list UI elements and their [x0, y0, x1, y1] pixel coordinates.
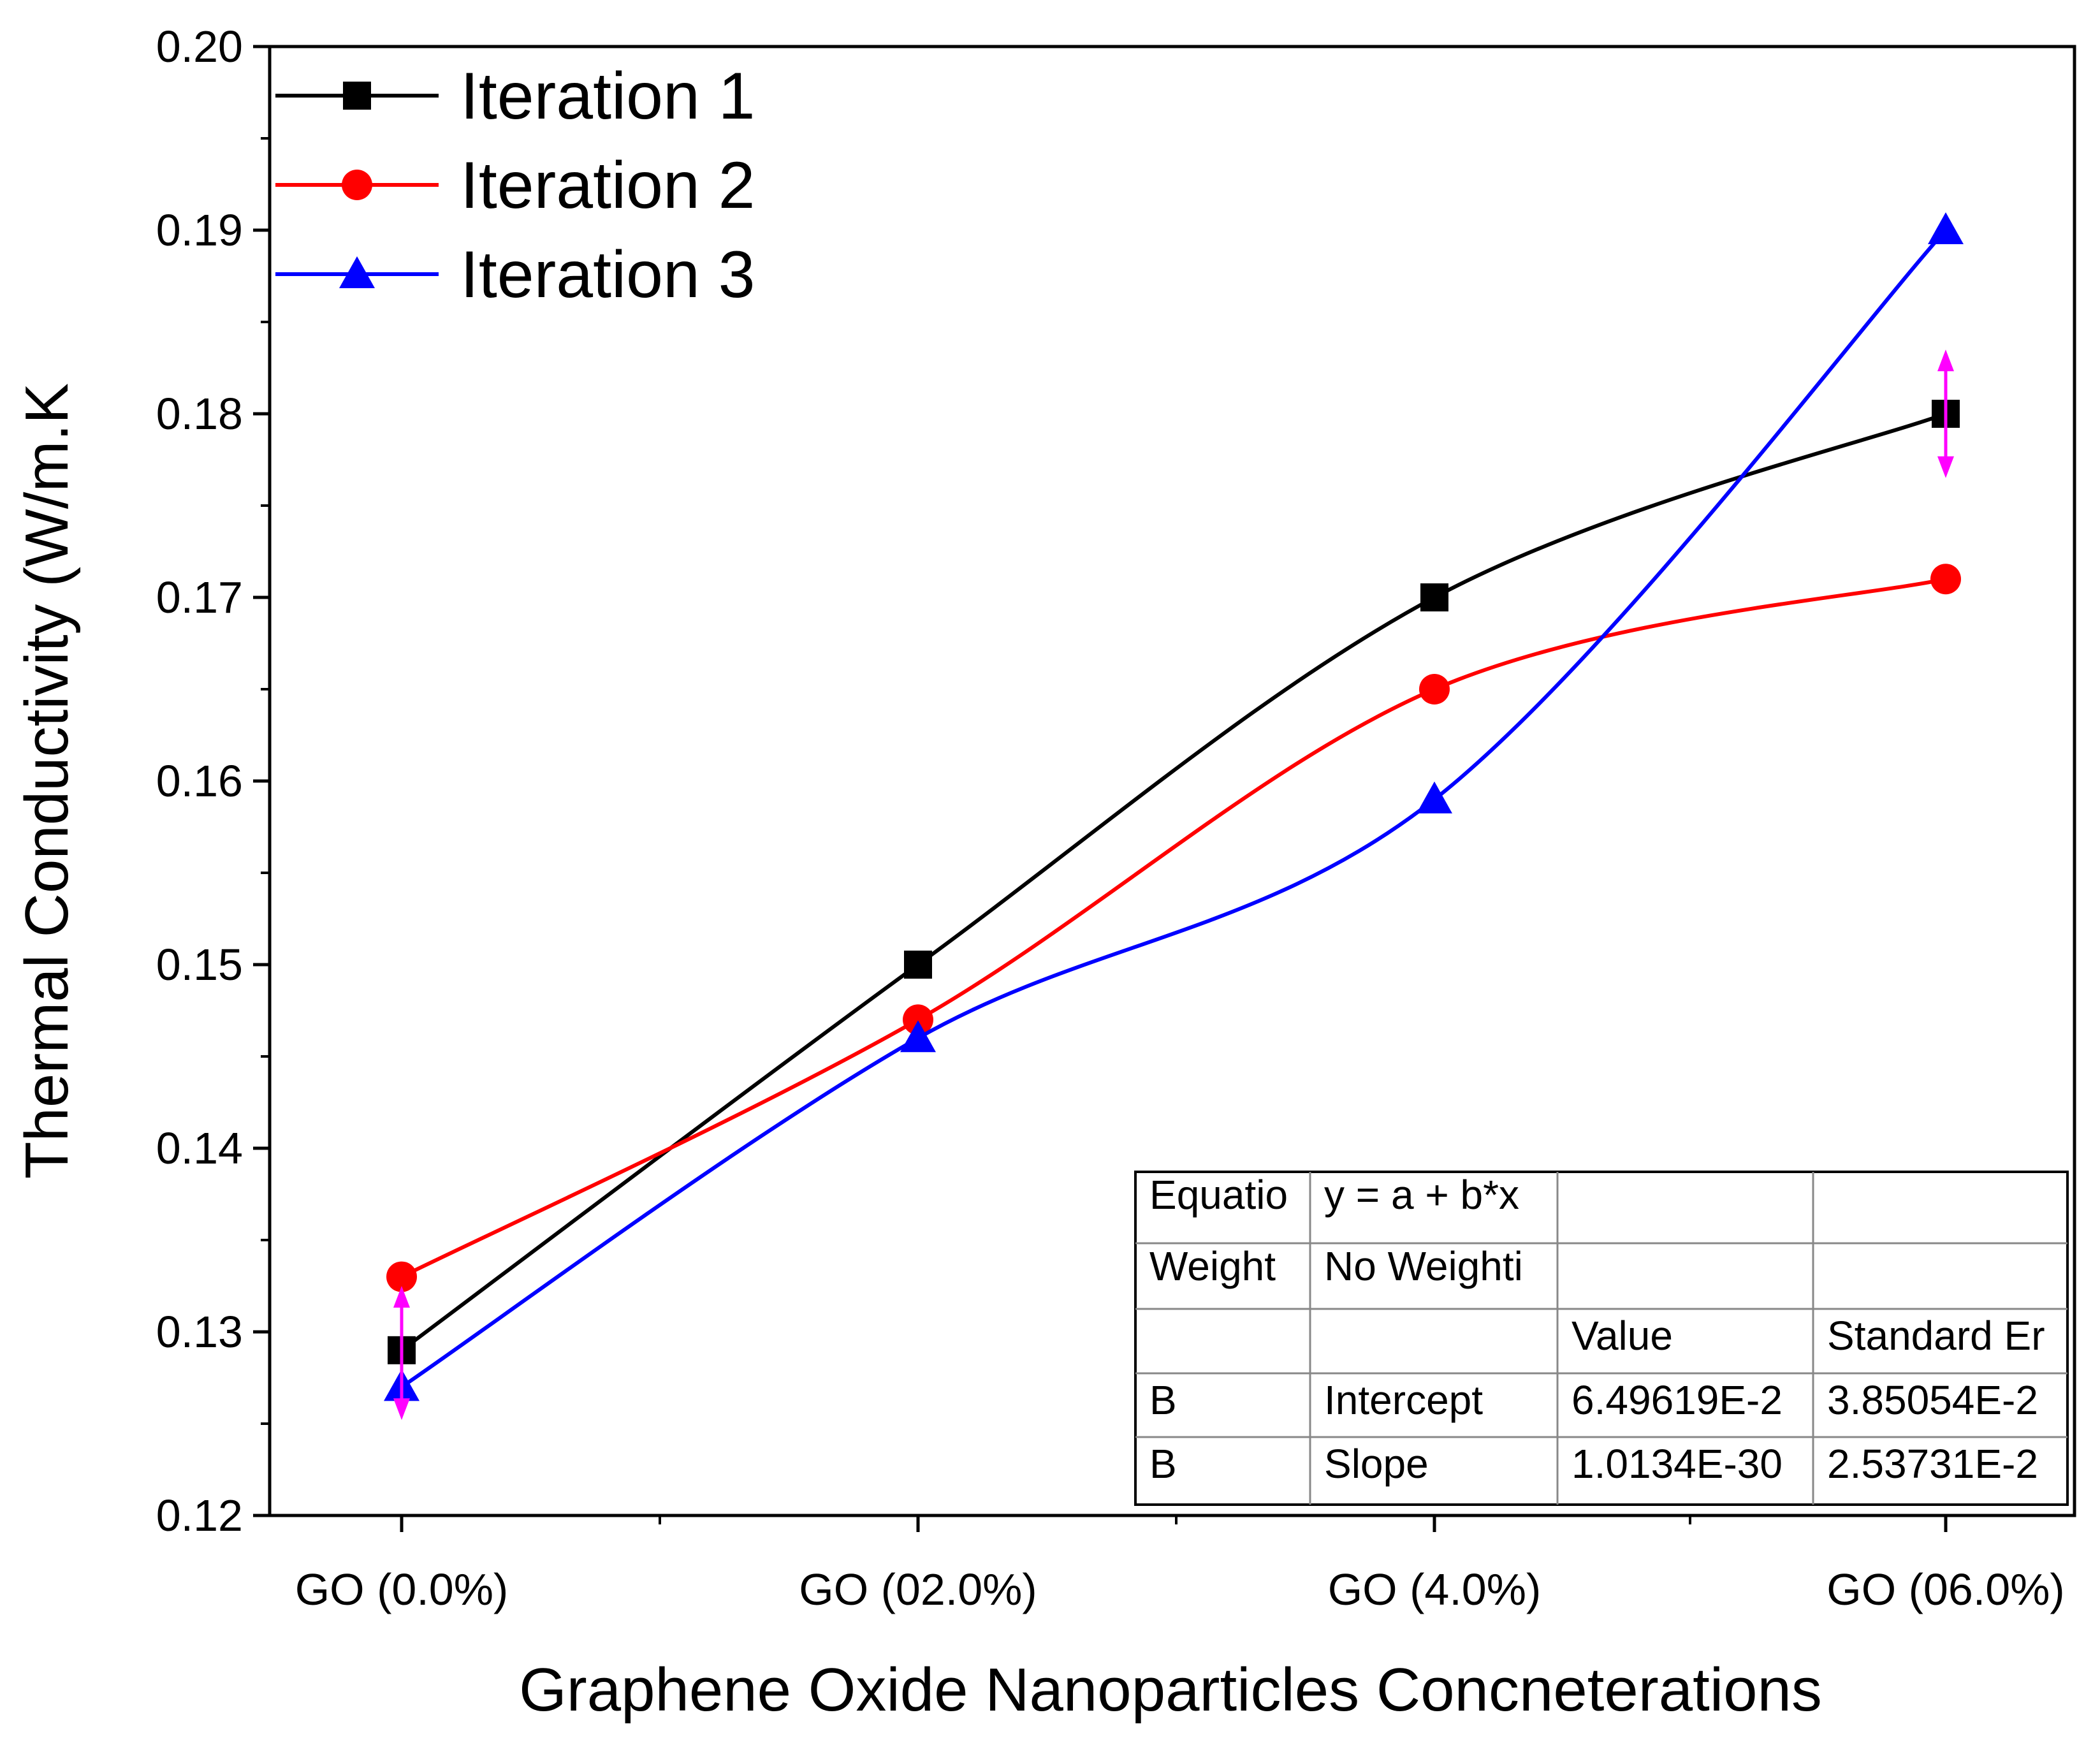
legend-marker	[342, 170, 372, 200]
fit-table-cell: B	[1149, 1377, 1177, 1423]
data-point	[1928, 212, 1964, 244]
y-tick-label: 0.14	[156, 1123, 243, 1173]
y-tick-label: 0.13	[156, 1307, 243, 1357]
series-line	[400, 228, 1948, 1389]
series-layer	[384, 212, 1964, 1401]
fit-table-cell: 3.85054E-2	[1827, 1377, 2038, 1423]
series-line	[400, 577, 1946, 1279]
data-point	[1419, 674, 1450, 705]
legend-item: Iteration 2	[275, 149, 755, 223]
fit-table-cell: y = a + b*x	[1324, 1172, 1519, 1218]
fit-table-cell: 2.53731E-2	[1827, 1441, 2038, 1487]
legend-item: Iteration 3	[275, 238, 755, 312]
fit-table-frame	[1134, 1171, 2069, 1506]
legend-label: Iteration 2	[460, 149, 755, 223]
fit-table-cell: No Weighti	[1324, 1243, 1523, 1289]
fit-table-cell: Weight	[1149, 1243, 1276, 1289]
fit-table: Equatio y = a + b*x Weight No Weighti Value S…	[1134, 1171, 2069, 1506]
legend-marker	[343, 82, 371, 110]
x-tick-label: GO (0.0%)	[295, 1565, 509, 1614]
data-point	[1417, 781, 1452, 814]
double-arrow-annotation	[1937, 349, 1954, 478]
y-axis-title: Thermal Conductivity (W/m.K	[13, 383, 81, 1179]
y-tick-label: 0.20	[156, 22, 243, 71]
series-1	[388, 400, 1960, 1364]
data-point	[903, 1004, 933, 1035]
fit-table-cell: Equatio	[1149, 1172, 1288, 1218]
fit-table-cell: 6.49619E-2	[1571, 1377, 1783, 1423]
legend-marker	[339, 256, 375, 288]
legend-label: Iteration 3	[460, 238, 755, 312]
fit-table-cell: 1.0134E-30	[1571, 1441, 1783, 1487]
data-point	[386, 1261, 417, 1292]
y-tick-label: 0.12	[156, 1491, 243, 1540]
y-tick-label: 0.18	[156, 389, 243, 439]
fit-table-cell: B	[1149, 1441, 1177, 1487]
legend: Iteration 1 Iteration 2 Iteration 3	[275, 59, 755, 312]
series-2	[386, 564, 1961, 1292]
y-tick-label: 0.19	[156, 205, 243, 255]
x-axis-ticks: GO (0.0%) GO (02.0%) GO (4.0%) GO (06.0%)	[295, 1515, 2065, 1614]
series-line	[400, 412, 1947, 1352]
data-point	[900, 1020, 936, 1053]
x-tick-label: GO (02.0%)	[799, 1565, 1037, 1614]
legend-label: Iteration 1	[460, 59, 755, 133]
annotations	[393, 349, 1954, 1420]
fit-table-cell: Intercept	[1324, 1377, 1483, 1423]
data-point	[904, 951, 932, 979]
y-axis-ticks: 0.12 0.13 0.14 0.15 0.16 0.17 0.18 0.19 0.20	[156, 22, 270, 1540]
double-arrow-annotation	[393, 1286, 410, 1420]
data-point	[1930, 564, 1961, 595]
data-point	[1420, 583, 1448, 611]
y-tick-label: 0.17	[156, 573, 243, 622]
series-3	[384, 212, 1964, 1401]
legend-item: Iteration 1	[275, 59, 755, 133]
fit-table-cell: Value	[1571, 1313, 1673, 1359]
fit-table-cell: Slope	[1324, 1441, 1429, 1487]
x-tick-label: GO (06.0%)	[1827, 1565, 2064, 1614]
y-tick-label: 0.16	[156, 756, 243, 806]
x-axis-title: Graphene Oxide Nanoparticles Concneterat…	[519, 1656, 1822, 1724]
x-tick-label: GO (4.0%)	[1328, 1565, 1542, 1614]
y-tick-label: 0.15	[156, 940, 243, 989]
fit-table-cell: Standard Er	[1827, 1313, 2045, 1359]
